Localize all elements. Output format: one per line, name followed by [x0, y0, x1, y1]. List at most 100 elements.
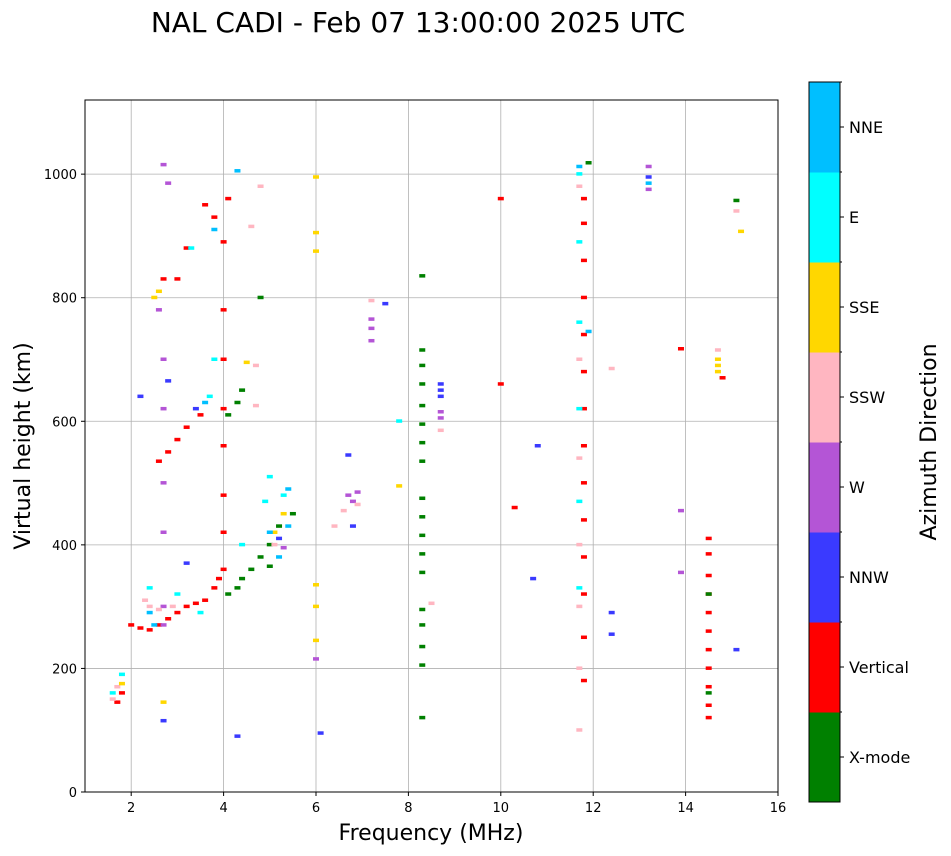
echo-point	[645, 164, 652, 169]
colorbar-frame	[808, 81, 841, 803]
echo-point	[174, 277, 181, 281]
echo-point	[165, 181, 172, 185]
echo-point	[576, 406, 583, 411]
echo-point	[234, 169, 241, 173]
echo-point	[576, 320, 583, 324]
echo-point	[142, 598, 149, 602]
colorbar-segment	[809, 352, 840, 443]
series-w	[155, 162, 684, 661]
echo-point	[215, 576, 222, 581]
echo-point	[271, 530, 278, 534]
echo-point	[220, 357, 227, 361]
echo-point	[419, 459, 426, 463]
echo-point	[118, 672, 125, 677]
echo-point	[239, 388, 246, 392]
echo-point	[128, 623, 135, 627]
echo-point	[354, 490, 361, 494]
colorbar-segment	[809, 712, 840, 803]
colorbar-tick-label: SSW	[849, 388, 885, 407]
echo-point	[313, 175, 319, 179]
y-axis-ticks: 0 200 400 600 800 1000	[44, 168, 85, 801]
y-tick-label: 200	[52, 662, 77, 677]
echo-point	[220, 406, 227, 411]
echo-point	[645, 187, 652, 192]
echo-point	[580, 678, 587, 683]
echo-point	[146, 586, 153, 590]
echo-point	[349, 499, 356, 504]
series-x-mode	[225, 161, 740, 720]
echo-point	[239, 542, 246, 547]
echo-point	[349, 524, 356, 528]
echo-point	[225, 592, 232, 596]
echo-point	[428, 601, 435, 606]
echo-point	[419, 552, 426, 556]
echo-point	[714, 357, 721, 361]
echo-point	[211, 357, 218, 361]
echo-point	[317, 731, 324, 735]
echo-point	[608, 366, 615, 371]
echo-point	[645, 175, 652, 179]
x-tick-label: 2	[127, 801, 135, 816]
echo-point	[206, 394, 213, 399]
echo-point	[419, 663, 426, 667]
echo-point	[174, 592, 181, 596]
echo-point	[160, 623, 167, 627]
echo-point	[109, 697, 116, 701]
echo-point	[419, 382, 426, 386]
echo-point	[202, 203, 209, 207]
echo-point	[183, 604, 190, 609]
echo-point	[183, 561, 190, 565]
echo-point	[368, 338, 375, 343]
echo-point	[677, 508, 684, 513]
echo-point	[183, 246, 190, 250]
echo-point	[248, 224, 255, 229]
echo-point	[576, 456, 583, 460]
echo-point	[585, 161, 592, 165]
echo-point	[211, 227, 218, 232]
echo-point	[705, 536, 712, 541]
echo-point	[396, 419, 403, 423]
echo-point	[705, 666, 712, 670]
echo-point	[419, 403, 426, 408]
echo-point	[280, 511, 287, 516]
echo-point	[733, 198, 740, 203]
colorbar-tick-label: NNW	[849, 568, 889, 587]
series-e	[109, 172, 583, 695]
echo-point	[419, 515, 426, 519]
echo-point	[220, 240, 227, 244]
colorbar-segment	[809, 262, 840, 353]
echo-point	[705, 610, 712, 615]
echo-point	[419, 715, 426, 720]
echo-point	[437, 388, 444, 392]
echo-point	[257, 295, 264, 300]
echo-point	[257, 184, 264, 188]
colorbar-segment	[809, 82, 840, 173]
colorbar-tick-label: SSE	[849, 298, 879, 317]
echo-point	[220, 308, 227, 312]
echo-point	[705, 592, 712, 596]
echo-point	[192, 601, 199, 606]
series-sse	[118, 175, 745, 704]
echo-point	[576, 172, 583, 176]
echo-point	[714, 348, 721, 352]
echo-point	[266, 474, 273, 479]
echo-point	[705, 691, 712, 695]
echo-point	[576, 499, 583, 504]
echo-point	[211, 215, 218, 219]
echo-point	[289, 511, 296, 516]
echo-point	[118, 681, 125, 686]
plot-area-frame	[84, 99, 779, 793]
echo-point	[160, 718, 167, 723]
echo-point	[705, 573, 712, 578]
colorbar-tick-label: E	[849, 208, 859, 227]
echo-point	[243, 360, 250, 365]
echo-point	[276, 555, 283, 559]
echo-point	[234, 400, 241, 405]
grid-lines	[85, 100, 779, 793]
series-ssw	[109, 184, 740, 732]
echo-point	[437, 382, 444, 386]
echo-point	[511, 505, 518, 510]
echo-point	[580, 258, 587, 263]
echo-point	[155, 308, 162, 312]
echo-point	[188, 246, 195, 250]
